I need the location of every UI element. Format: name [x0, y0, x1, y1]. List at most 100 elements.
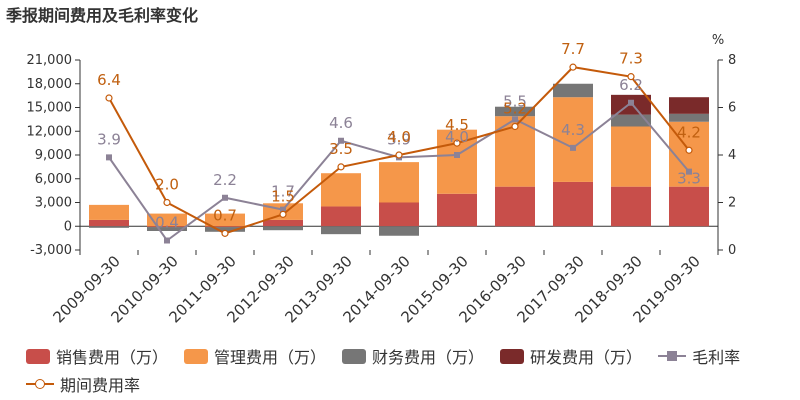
bar-rd-expense: [669, 97, 709, 114]
bar-sales-expense: [669, 186, 709, 227]
right-tick-label: 0: [728, 243, 736, 258]
legend-label-admin: 管理费用（万）: [214, 348, 327, 367]
left-tick-label: 12,000: [27, 124, 73, 139]
data-label-period-expense-rate: 4.2: [677, 123, 701, 141]
left-tick-label: 18,000: [27, 77, 73, 92]
marker-period-expense-rate: [511, 122, 519, 131]
legend-swatch-finance: [342, 348, 367, 364]
legend-marker-period-rate: [35, 379, 45, 389]
data-label-gross-margin: 3.9: [97, 130, 121, 148]
bar-finance-expense: [379, 226, 419, 236]
marker-period-expense-rate: [337, 163, 345, 171]
data-label-gross-margin: 0.4: [155, 214, 179, 232]
left-tick-label: 6,000: [35, 172, 72, 187]
data-label-period-expense-rate: 7.3: [619, 50, 643, 68]
marker-period-expense-rate: [163, 198, 171, 207]
marker-period-expense-rate: [685, 146, 693, 154]
legend-item-sales-expense[interactable]: 销售费用（万）: [26, 344, 168, 368]
marker-gross-margin: [454, 152, 460, 158]
bar-admin-expense: [205, 213, 245, 227]
left-tick-label: -3,000: [30, 243, 72, 258]
legend-item-gross-margin[interactable]: 毛利率: [658, 344, 740, 368]
bar-admin-expense: [611, 126, 651, 187]
data-label-period-expense-rate: 2.0: [155, 176, 179, 194]
legend-label-rd: 研发费用（万）: [530, 348, 643, 367]
legend-item-period-expense-rate[interactable]: 期间费用率: [26, 372, 140, 396]
legend-swatch-rd: [500, 348, 525, 364]
legend-line-square-icon: [658, 348, 687, 364]
bar-finance-expense: [263, 226, 303, 231]
left-tick-label: 21,000: [27, 53, 73, 68]
right-tick-label: 8: [728, 53, 736, 68]
bar-sales-expense: [611, 186, 651, 227]
bar-admin-expense: [89, 204, 129, 220]
marker-period-expense-rate: [395, 151, 403, 159]
marker-gross-margin: [628, 99, 634, 106]
marker-period-expense-rate: [627, 73, 635, 81]
lines-layer: [105, 63, 693, 244]
bar-finance-expense: [147, 227, 187, 231]
marker-period-expense-rate: [453, 139, 461, 147]
data-label-gross-margin: 5.5: [503, 92, 527, 110]
marker-period-expense-rate: [569, 63, 577, 71]
marker-gross-margin: [570, 144, 576, 151]
bar-sales-expense: [553, 181, 593, 227]
data-label-period-expense-rate: 7.7: [561, 40, 585, 58]
marker-gross-margin: [338, 137, 344, 144]
right-axis-unit: %: [712, 33, 724, 48]
labels-layer: 3.90.42.21.74.63.9 4.05.54.36.23.36.42.00…: [97, 40, 701, 231]
legend-item-rd-expense[interactable]: 研发费用（万）: [500, 344, 642, 368]
bar-finance-expense: [495, 106, 535, 117]
left-tick-label: 0: [64, 219, 72, 234]
data-label-period-expense-rate: 0.7: [213, 206, 237, 224]
marker-period-expense-rate: [105, 94, 113, 102]
chart-title: 季报期间费用及毛利率变化: [6, 6, 199, 25]
marker-gross-margin: [686, 168, 692, 175]
legend-row-2: 期间费用率: [26, 372, 156, 396]
bars-layer: [89, 83, 709, 236]
marker-period-expense-rate: [279, 210, 287, 218]
legend-row-1: 销售费用（万） 管理费用（万） 财务费用（万） 研发费用（万） 毛利率: [26, 344, 756, 368]
bar-sales-expense: [263, 219, 303, 227]
bar-admin-expense: [379, 162, 419, 203]
bar-sales-expense: [147, 226, 187, 228]
legend-label-sales: 销售费用（万）: [56, 348, 169, 367]
bar-sales-expense: [495, 186, 535, 227]
legend-item-admin-expense[interactable]: 管理费用（万）: [184, 344, 326, 368]
data-label-gross-margin: 2.2: [213, 171, 237, 189]
bar-sales-expense: [321, 206, 361, 227]
data-label-gross-margin: 4.6: [329, 114, 353, 132]
data-label-gross-margin: 4.3: [561, 121, 585, 139]
legend-label-period-rate: 期间费用率: [60, 376, 141, 395]
legend-swatch-sales: [26, 348, 50, 364]
left-tick-label: 3,000: [35, 196, 72, 211]
data-label-gross-margin: 6.2: [619, 76, 643, 94]
data-label-gross-margin: 1.7: [271, 183, 295, 201]
marker-gross-margin: [222, 194, 228, 201]
data-label-gross-margin: 3.9: [387, 130, 411, 148]
bar-finance-expense: [205, 227, 245, 232]
bar-sales-expense: [437, 193, 477, 227]
data-label-period-expense-rate: 4.5: [445, 116, 469, 134]
legend-swatch-admin: [184, 348, 209, 364]
left-tick-label: 15,000: [27, 101, 73, 116]
legend-line-circle-icon: [26, 376, 54, 392]
bar-finance-expense: [611, 114, 651, 127]
legend-item-finance-expense[interactable]: 财务费用（万）: [342, 344, 484, 368]
data-label-period-expense-rate: 6.4: [97, 71, 121, 89]
marker-gross-margin: [106, 154, 112, 161]
marker-gross-margin: [512, 116, 518, 123]
legend-label-finance: 财务费用（万）: [372, 348, 485, 367]
left-tick-label: 9,000: [35, 148, 72, 163]
legend-marker-gross-margin: [667, 351, 678, 361]
bar-finance-expense: [89, 226, 129, 228]
marker-period-expense-rate: [221, 229, 229, 237]
data-label-period-expense-rate: 3.5: [329, 140, 353, 158]
legend-label-gross-margin: 毛利率: [692, 348, 741, 367]
bar-admin-expense: [147, 213, 187, 227]
marker-gross-margin: [280, 206, 286, 213]
bar-sales-expense: [205, 226, 245, 228]
bar-finance-expense: [669, 113, 709, 122]
right-tick-label: 2: [728, 196, 736, 211]
data-label-period-expense-rate: 5.2: [503, 100, 527, 118]
